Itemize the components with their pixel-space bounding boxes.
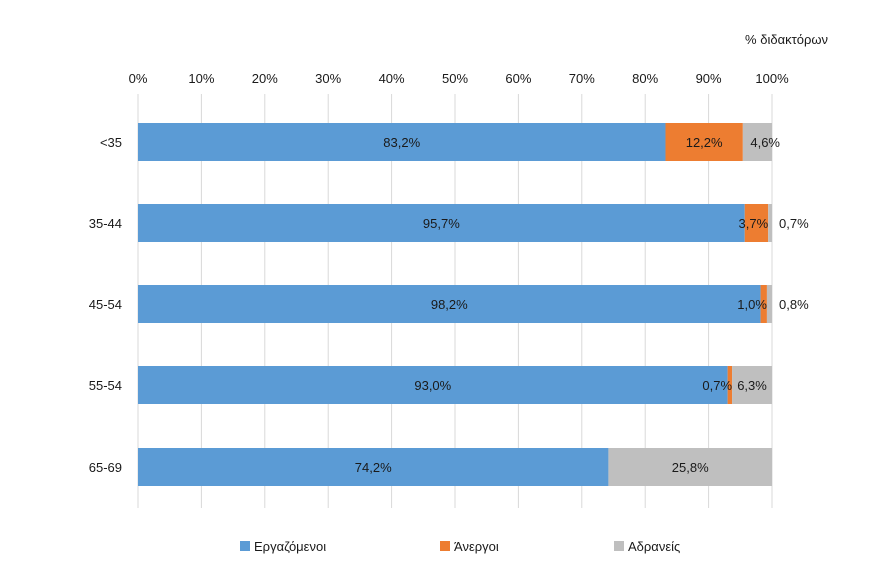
data-label: 1,0%: [737, 297, 767, 312]
y-category-label: <35: [100, 135, 122, 150]
data-label: 0,8%: [779, 297, 809, 312]
bar-segment: [742, 123, 772, 161]
data-label: 3,7%: [739, 216, 769, 231]
x-tick-label: 50%: [442, 71, 468, 86]
y-axis-categories: <35 35-44 45-54 55-54 65-69: [89, 135, 122, 475]
bar-segment: [727, 366, 733, 404]
x-tick-label: 80%: [632, 71, 658, 86]
bar-segment: [665, 123, 743, 161]
bar-segment: [138, 285, 761, 323]
data-label: 98,2%: [431, 297, 468, 312]
legend-label: Άνεργοι: [454, 539, 499, 554]
bar-segment: [608, 448, 772, 486]
legend-label: Εργαζόμενοι: [254, 539, 326, 554]
axis-unit-label: % διδακτόρων: [745, 32, 828, 47]
x-tick-label: 30%: [315, 71, 341, 86]
data-label: 0,7%: [779, 216, 809, 231]
data-labels: 83,2% 12,2% 4,6% 95,7% 3,7% 0,7% 98,2% 1,0% 0,8%…: [355, 135, 809, 475]
bar-segment: [760, 285, 767, 323]
x-tick-label: 40%: [379, 71, 405, 86]
data-label: 95,7%: [423, 216, 460, 231]
data-label: 25,8%: [672, 460, 709, 475]
x-tick-label: 90%: [696, 71, 722, 86]
legend: Εργαζόμενοι Άνεργοι Αδρανείς: [240, 539, 680, 554]
data-label: 6,3%: [737, 378, 767, 393]
y-category-label: 45-54: [89, 297, 122, 312]
legend-label: Αδρανείς: [628, 539, 680, 554]
bar-segment: [766, 285, 772, 323]
y-category-label: 65-69: [89, 460, 122, 475]
bar-segment: [138, 123, 666, 161]
bar-segment: [138, 366, 728, 404]
legend-swatch: [240, 541, 250, 551]
x-axis: 0% 10% 20% 30% 40% 50% 60% 70% 80% 90% 100%: [129, 71, 789, 86]
x-tick-label: 0%: [129, 71, 148, 86]
data-label: 4,6%: [750, 135, 780, 150]
legend-swatch: [614, 541, 624, 551]
bar-segment: [744, 204, 769, 242]
legend-swatch: [440, 541, 450, 551]
x-tick-label: 70%: [569, 71, 595, 86]
data-label: 0,7%: [702, 378, 732, 393]
bar-segment: [138, 448, 609, 486]
x-tick-label: 20%: [252, 71, 278, 86]
bar-segment: [732, 366, 772, 404]
x-tick-label: 100%: [755, 71, 789, 86]
bars: [138, 123, 772, 486]
data-label: 83,2%: [383, 135, 420, 150]
x-tick-label: 10%: [188, 71, 214, 86]
data-label: 93,0%: [414, 378, 451, 393]
data-label: 74,2%: [355, 460, 392, 475]
x-tick-label: 60%: [505, 71, 531, 86]
data-label: 12,2%: [686, 135, 723, 150]
bar-segment: [138, 204, 745, 242]
y-category-label: 35-44: [89, 216, 122, 231]
bar-segment: [768, 204, 772, 242]
y-category-label: 55-54: [89, 378, 122, 393]
